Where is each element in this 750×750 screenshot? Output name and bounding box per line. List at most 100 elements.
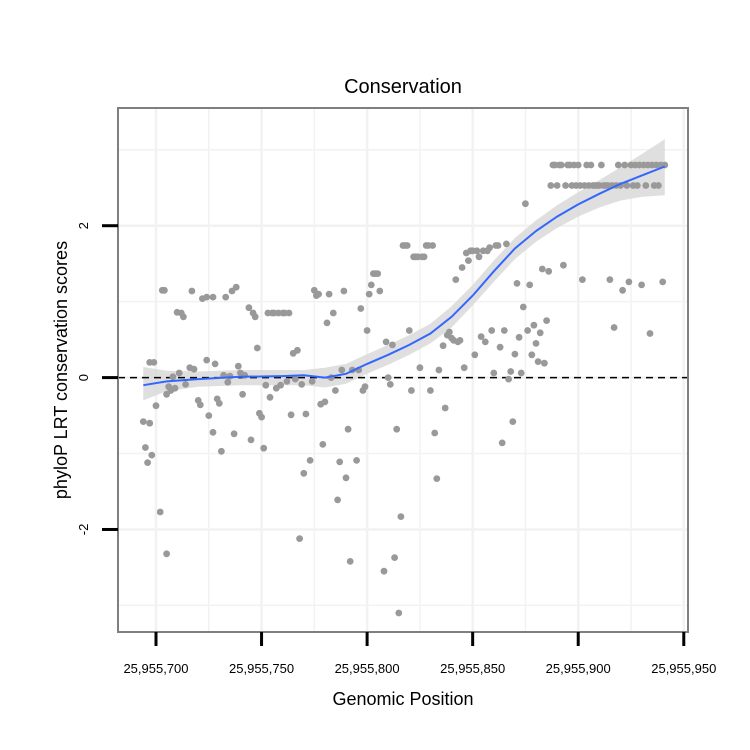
- data-point: [505, 375, 512, 383]
- data-point: [367, 281, 375, 289]
- data-point: [587, 161, 595, 169]
- data-point: [427, 387, 434, 394]
- data-point: [397, 513, 405, 520]
- data-point: [156, 508, 164, 516]
- data-point: [625, 278, 633, 286]
- data-point: [633, 182, 641, 189]
- data-point: [251, 313, 259, 321]
- data-point: [528, 351, 536, 359]
- data-point: [646, 330, 654, 337]
- data-point: [446, 328, 453, 336]
- x-axis: 25,955,700 25,955,750 25,955,800 25,955,850…: [123, 632, 716, 676]
- data-point: [329, 309, 337, 317]
- data-point: [416, 364, 424, 372]
- data-point: [557, 161, 565, 169]
- data-point: [150, 359, 158, 366]
- data-point: [526, 281, 534, 289]
- data-point: [188, 287, 196, 295]
- data-point: [553, 182, 561, 189]
- data-point: [234, 362, 242, 370]
- x-tick-label: 25,955,950: [651, 661, 716, 676]
- data-point: [534, 358, 542, 365]
- data-point: [498, 439, 506, 447]
- data-point: [619, 286, 626, 294]
- data-point: [209, 293, 217, 301]
- data-point: [638, 281, 645, 289]
- loess-smooth-line: [143, 165, 666, 387]
- data-point: [266, 393, 274, 401]
- data-point: [203, 293, 211, 301]
- data-point: [496, 343, 504, 351]
- data-point: [253, 344, 261, 352]
- y-tick-label: 0: [76, 374, 91, 381]
- data-point: [547, 182, 555, 189]
- grid-lines: [118, 108, 688, 632]
- data-point: [298, 381, 306, 388]
- confidence-ribbon-layer: [143, 139, 665, 401]
- data-point: [429, 242, 436, 249]
- data-point: [488, 327, 496, 334]
- data-point: [460, 364, 468, 372]
- data-point: [522, 200, 529, 208]
- data-point: [142, 444, 149, 451]
- data-point: [203, 356, 211, 364]
- data-point: [405, 327, 413, 334]
- data-point: [283, 378, 291, 385]
- data-point: [161, 286, 168, 294]
- data-point: [374, 270, 382, 277]
- data-point: [621, 161, 629, 169]
- data-point: [302, 410, 310, 418]
- data-point: [395, 609, 403, 617]
- data-point: [433, 475, 441, 482]
- data-point: [285, 309, 293, 317]
- data-point: [519, 303, 527, 311]
- data-point: [530, 321, 538, 329]
- data-point: [391, 554, 398, 561]
- data-point: [536, 329, 544, 337]
- data-point: [239, 390, 247, 398]
- data-point: [224, 378, 232, 386]
- data-point: [614, 161, 622, 169]
- data-point: [393, 425, 401, 433]
- data-point: [475, 253, 483, 261]
- data-point: [511, 350, 519, 358]
- data-point: [490, 369, 498, 377]
- x-tick-label: 25,955,900: [546, 661, 611, 676]
- data-point: [439, 342, 447, 350]
- x-tick-label: 25,955,850: [440, 661, 505, 676]
- data-point: [420, 253, 428, 261]
- data-point: [182, 381, 190, 388]
- data-point: [465, 257, 472, 264]
- data-point: [623, 182, 631, 189]
- data-point: [500, 327, 508, 334]
- data-point: [389, 341, 396, 349]
- data-point: [471, 351, 479, 359]
- data-point: [152, 402, 160, 410]
- data-point: [642, 182, 650, 189]
- smooth-line-layer: [143, 165, 666, 387]
- data-point: [260, 444, 268, 452]
- data-point: [294, 346, 301, 354]
- data-point: [342, 474, 350, 482]
- data-point: [340, 287, 348, 295]
- data-point: [315, 290, 322, 298]
- confidence-ribbon: [143, 139, 665, 401]
- data-point: [334, 496, 341, 504]
- data-point: [357, 305, 365, 312]
- data-point: [308, 378, 316, 385]
- data-point: [606, 276, 614, 283]
- data-point: [543, 317, 550, 324]
- data-point: [494, 242, 502, 249]
- data-point: [545, 267, 553, 275]
- data-point: [610, 324, 618, 331]
- data-point: [481, 338, 489, 346]
- y-tick-label: -2: [76, 524, 91, 536]
- data-point: [408, 387, 415, 394]
- data-point: [346, 558, 354, 565]
- data-point: [560, 261, 567, 269]
- data-point: [325, 290, 333, 298]
- data-point: [230, 430, 238, 438]
- data-point: [180, 313, 187, 321]
- data-point: [509, 418, 517, 425]
